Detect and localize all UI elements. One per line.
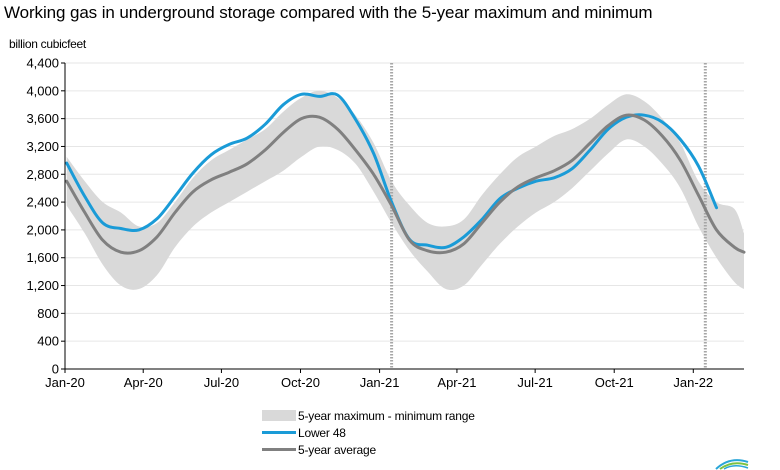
- legend-item-range: 5-year maximum - minimum range: [262, 407, 475, 424]
- legend-swatch-lower48: [262, 431, 296, 434]
- x-tick-label: Jan-22: [673, 375, 713, 390]
- legend-item-avg: 5-year average: [262, 441, 475, 458]
- legend-label-lower48: Lower 48: [298, 425, 346, 440]
- chart-title: Working gas in underground storage compa…: [4, 3, 653, 22]
- y-tick-label: 1,600: [26, 250, 59, 265]
- y-tick-label: 4,400: [26, 56, 59, 71]
- y-tick-label: 800: [37, 306, 59, 321]
- y-tick-label: 4,000: [26, 83, 59, 98]
- range-band-layer: [66, 90, 744, 291]
- x-tick-label: Jul-20: [204, 375, 239, 390]
- year-markers: [390, 63, 707, 369]
- series-line-5yr-average: [65, 113, 746, 255]
- legend-swatch-range: [262, 410, 296, 421]
- axes: [61, 62, 744, 373]
- legend-label-avg: 5-year average: [298, 442, 376, 457]
- y-tick-label: 0: [52, 362, 59, 377]
- grid-lines: [65, 62, 744, 342]
- eia-logo-icon: [715, 459, 749, 470]
- x-tick-label: Apr-20: [124, 375, 163, 390]
- y-tick-label: 3,200: [26, 139, 59, 154]
- x-tick-label: Apr-21: [437, 375, 476, 390]
- legend-label-range: 5-year maximum - minimum range: [298, 408, 475, 423]
- x-tick-label: Jan-20: [45, 375, 85, 390]
- x-tick-label: Jul-21: [517, 375, 552, 390]
- legend-item-lower48: Lower 48: [262, 424, 475, 441]
- y-axis-unit-label: billion cubicfeet: [9, 37, 86, 51]
- legend-swatch-avg: [262, 448, 296, 451]
- x-tick-label: Oct-21: [595, 375, 634, 390]
- y-tick-label: 3,600: [26, 111, 59, 126]
- x-tick-label: Oct-20: [281, 375, 320, 390]
- y-tick-label: 2,400: [26, 195, 59, 210]
- y-tick-label: 2,800: [26, 167, 59, 182]
- series-line-lower48: [65, 92, 718, 250]
- range-band: [66, 90, 744, 291]
- y-tick-label: 400: [37, 334, 59, 349]
- series-lines: [65, 92, 746, 255]
- chart-legend: 5-year maximum - minimum range Lower 48 …: [262, 407, 475, 458]
- y-tick-label: 1,200: [26, 278, 59, 293]
- y-tick-label: 2,000: [26, 222, 59, 237]
- tick-labels: 0 400 800 1,200 1,600 2,000 2,400 2,800 3,200 3,6…: [26, 56, 713, 391]
- x-tick-label: Jan-21: [360, 375, 400, 390]
